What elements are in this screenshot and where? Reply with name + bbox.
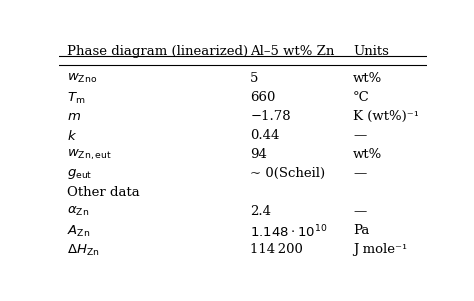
Text: −1.78: −1.78 bbox=[250, 110, 291, 123]
Text: $m$: $m$ bbox=[66, 110, 81, 123]
Text: $g_{\mathrm{eut}}$: $g_{\mathrm{eut}}$ bbox=[66, 167, 92, 181]
Text: $T_{\mathrm{m}}$: $T_{\mathrm{m}}$ bbox=[66, 91, 85, 106]
Text: Units: Units bbox=[353, 45, 389, 58]
Text: —: — bbox=[353, 167, 366, 180]
Text: $A_{\mathrm{Zn}}$: $A_{\mathrm{Zn}}$ bbox=[66, 224, 90, 239]
Text: Other data: Other data bbox=[66, 186, 139, 199]
Text: —: — bbox=[353, 205, 366, 218]
Text: ~ 0(Scheil): ~ 0(Scheil) bbox=[250, 167, 325, 180]
Text: °C: °C bbox=[353, 91, 370, 104]
Text: Al–5 wt% Zn: Al–5 wt% Zn bbox=[250, 45, 335, 58]
Text: Pa: Pa bbox=[353, 224, 370, 237]
Text: 2.4: 2.4 bbox=[250, 205, 271, 218]
Text: wt%: wt% bbox=[353, 72, 383, 85]
Text: 0.44: 0.44 bbox=[250, 129, 280, 142]
Text: K (wt%)⁻¹: K (wt%)⁻¹ bbox=[353, 110, 419, 123]
Text: 94: 94 bbox=[250, 148, 267, 161]
Text: 660: 660 bbox=[250, 91, 276, 104]
Text: $\Delta H_{\mathrm{Zn}}$: $\Delta H_{\mathrm{Zn}}$ bbox=[66, 243, 99, 258]
Text: —: — bbox=[353, 129, 366, 142]
Text: J mole⁻¹: J mole⁻¹ bbox=[353, 243, 407, 256]
Text: 5: 5 bbox=[250, 72, 259, 85]
Text: $\alpha_{\mathrm{Zn}}$: $\alpha_{\mathrm{Zn}}$ bbox=[66, 205, 89, 218]
Text: 114 200: 114 200 bbox=[250, 243, 303, 256]
Text: wt%: wt% bbox=[353, 148, 383, 161]
Text: Phase diagram (linearized): Phase diagram (linearized) bbox=[66, 45, 248, 58]
Text: $w_{\mathrm{Zn,eut}}$: $w_{\mathrm{Zn,eut}}$ bbox=[66, 148, 111, 163]
Text: $k$: $k$ bbox=[66, 129, 77, 143]
Text: $1.148 \cdot 10^{10}$: $1.148 \cdot 10^{10}$ bbox=[250, 224, 328, 241]
Text: $w_{\mathrm{Zno}}$: $w_{\mathrm{Zno}}$ bbox=[66, 72, 97, 85]
